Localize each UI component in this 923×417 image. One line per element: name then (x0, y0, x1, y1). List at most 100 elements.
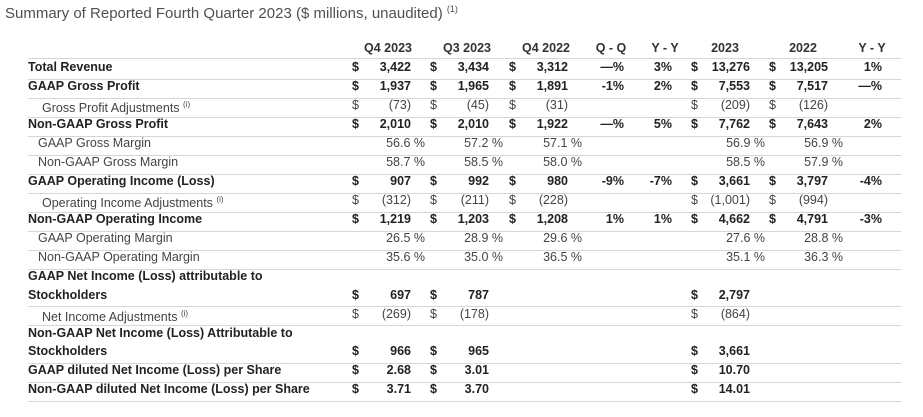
currency-symbol: $ (352, 174, 359, 188)
cell-value: 26.5 % (386, 231, 425, 245)
row-label-text: Non-GAAP Gross Profit (28, 117, 169, 131)
row-label: Total Revenue (28, 60, 113, 74)
cell-value: (269) (381, 306, 411, 321)
cell-value: (126) (798, 98, 828, 112)
currency-symbol: $ (509, 98, 516, 112)
cell-value: 4,662 (718, 212, 750, 226)
currency-symbol: $ (769, 212, 776, 226)
cell-value: 2% (653, 79, 672, 93)
currency-symbol: $ (430, 98, 437, 112)
row-label-line2: Stockholders (28, 287, 108, 302)
cell-value: 56.6 % (386, 136, 425, 150)
row-divider (28, 97, 901, 99)
row-label-text: GAAP Gross Margin (38, 136, 152, 150)
cell-value: (864) (720, 306, 750, 321)
cell-value: 1% (605, 212, 624, 226)
cell-value: 7,517 (796, 79, 828, 93)
row-label-text: GAAP Operating Margin (38, 231, 173, 245)
currency-symbol: $ (430, 117, 437, 131)
cell-value: -9% (601, 174, 624, 188)
row-label-text: Non-GAAP diluted Net Income (Loss) per S… (28, 382, 310, 396)
currency-symbol: $ (509, 60, 516, 74)
currency-symbol: $ (691, 382, 698, 396)
title-text: Summary of Reported Fourth Quarter 2023 … (5, 5, 443, 22)
cell-value: 3.01 (464, 363, 489, 377)
column-header: Q4 2022 (522, 41, 570, 55)
currency-symbol: $ (509, 79, 516, 93)
cell-value: (312) (381, 193, 411, 207)
row-label-text: Net Income Adjustments (42, 309, 178, 324)
row-label: GAAP Net Income (Loss) attributable to (28, 269, 263, 283)
currency-symbol: $ (430, 79, 437, 93)
currency-symbol: $ (691, 344, 698, 358)
cell-value: 10.70 (718, 363, 750, 377)
row-label: Non-GAAP Gross Margin (38, 155, 178, 169)
currency-symbol: $ (352, 212, 359, 226)
currency-symbol: $ (509, 193, 516, 207)
currency-symbol: $ (691, 212, 698, 226)
currency-symbol: $ (430, 344, 437, 358)
row-label: GAAP Gross Margin (38, 136, 151, 150)
currency-symbol: $ (352, 287, 359, 302)
cell-value: 1,922 (536, 117, 568, 131)
cell-value: 3,661 (718, 344, 750, 358)
cell-value: 3,422 (379, 60, 411, 74)
currency-symbol: $ (352, 344, 359, 358)
cell-value: 56.9 % (804, 136, 843, 150)
row-label-text: Non-GAAP Operating Income (28, 212, 203, 226)
column-header: Q3 2023 (443, 41, 491, 55)
cell-value: 2,010 (379, 117, 411, 131)
row-label: Non-GAAP Operating Income (28, 212, 202, 226)
cell-value: (211) (460, 193, 489, 207)
row-label-text: Non-GAAP Operating Margin (38, 250, 200, 264)
cell-value: 965 (468, 344, 489, 358)
column-header: Q - Q (595, 41, 627, 55)
cell-value: 3.71 (386, 382, 411, 396)
page-title: Summary of Reported Fourth Quarter 2023 … (5, 4, 458, 22)
row-footnote: (i) (183, 100, 191, 109)
cell-value: 992 (468, 174, 489, 188)
row-label: Non-GAAP Net Income (Loss) Attributable … (28, 326, 293, 340)
row-divider (28, 306, 901, 307)
currency-symbol: $ (352, 306, 359, 321)
cell-value: —% (600, 60, 624, 74)
row-divider (28, 116, 901, 118)
currency-symbol: $ (691, 60, 698, 74)
currency-symbol: $ (430, 363, 437, 377)
cell-value: 787 (468, 287, 489, 302)
row-label: Non-GAAP diluted Net Income (Loss) per S… (28, 382, 310, 396)
currency-symbol: $ (769, 117, 776, 131)
cell-value: -1% (601, 79, 624, 93)
header-divider (28, 58, 901, 59)
cell-value: (45) (466, 98, 489, 112)
cell-value: -7% (649, 174, 672, 188)
row-label: Gross Profit Adjustments (i) (42, 98, 190, 115)
row-label: GAAP diluted Net Income (Loss) per Share (28, 363, 281, 377)
row-divider (28, 211, 901, 213)
column-header: Y - Y (858, 41, 886, 55)
cell-value: 1,891 (536, 79, 568, 93)
row-footnote: (i) (216, 195, 224, 204)
cell-value: 3,797 (796, 174, 828, 188)
currency-symbol: $ (691, 287, 698, 302)
cell-value: (1,001) (710, 193, 750, 207)
cell-value: —% (858, 79, 882, 93)
currency-symbol: $ (352, 363, 359, 377)
cell-value: 907 (390, 174, 411, 188)
row-label: Net Income Adjustments (i) (42, 307, 188, 324)
cell-value: 1,219 (379, 212, 411, 226)
cell-value: 1,937 (379, 79, 411, 93)
row-divider (28, 154, 901, 156)
currency-symbol: $ (352, 98, 359, 112)
row-divider (28, 173, 901, 175)
cell-value: 36.5 % (543, 250, 582, 264)
cell-value: 1,965 (457, 79, 489, 93)
cell-value: 2.68 (386, 363, 411, 377)
cell-value: (31) (545, 98, 568, 112)
cell-value: 27.6 % (726, 231, 765, 245)
row-divider (28, 78, 901, 80)
currency-symbol: $ (352, 79, 359, 93)
cell-value: 35.1 % (726, 250, 765, 264)
cell-value: 5% (653, 117, 672, 131)
cell-value: -3% (859, 212, 882, 226)
